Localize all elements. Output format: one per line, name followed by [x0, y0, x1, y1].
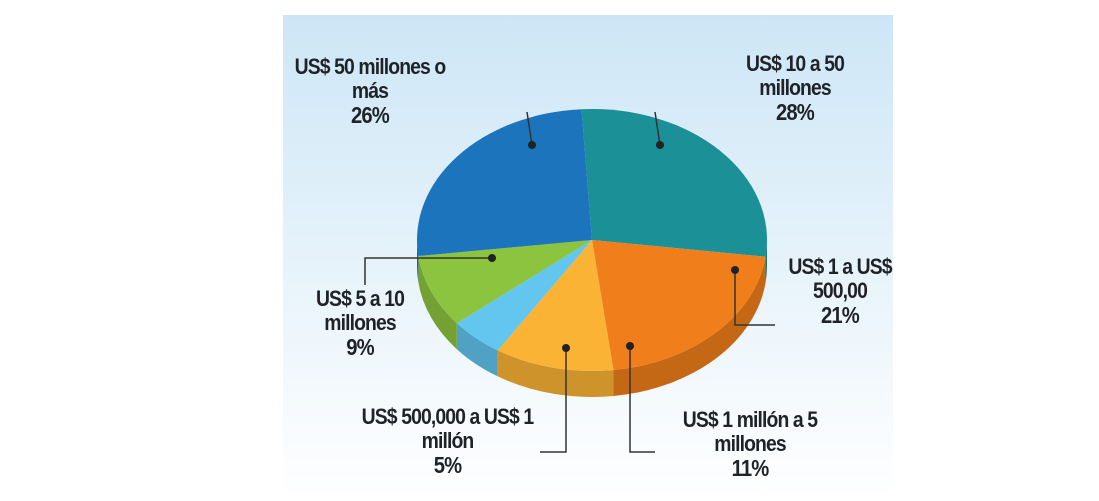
- slice-label: US$ 5 a 10 millones 9%: [290, 286, 431, 360]
- slice: [581, 109, 767, 257]
- slice: [592, 240, 766, 371]
- category-label: US$ 10 a 50 millones: [746, 51, 845, 100]
- leader-dot: [562, 344, 570, 352]
- slice-label: US$ 10 a 50 millones 28%: [711, 51, 878, 125]
- value-label: 11%: [731, 455, 770, 481]
- slice-side: [613, 256, 766, 397]
- slice: [456, 240, 592, 351]
- value-label: 21%: [821, 302, 860, 328]
- value-label: 5%: [433, 452, 462, 478]
- leader-dot: [488, 254, 496, 262]
- category-label: US$ 500,000 a US$ 1 millón: [361, 404, 535, 453]
- leader-line: [654, 111, 661, 146]
- category-label: US$ 1 a US$ 500,00: [788, 254, 892, 303]
- leader-line: [629, 346, 655, 453]
- slice-side: [497, 350, 614, 397]
- leader-line: [364, 257, 492, 285]
- slice-side: [418, 256, 457, 350]
- category-label: US$ 50 millones o más: [294, 54, 447, 103]
- leaders: [364, 111, 775, 453]
- category-label: US$ 5 a 10 millones: [315, 286, 405, 335]
- slice-label: US$ 50 millones o más 26%: [282, 54, 458, 128]
- slice-label: US$ 500,000 a US$ 1 millón 5%: [349, 404, 547, 478]
- slice-label: US$ 1 millón a 5 millones 11%: [662, 407, 838, 481]
- category-label: US$ 1 millón a 5 millones: [682, 407, 818, 456]
- slice-side: [765, 240, 767, 283]
- leader-dot: [626, 342, 634, 350]
- slice: [418, 240, 592, 324]
- leader-line: [526, 111, 533, 146]
- leader-line: [540, 348, 567, 453]
- value-label: 9%: [346, 334, 374, 360]
- value-label: 26%: [351, 102, 390, 128]
- slice-side: [417, 240, 419, 283]
- pie: [417, 109, 767, 397]
- slice-side: [456, 323, 498, 377]
- leader-line: [734, 270, 775, 326]
- leader-dot: [656, 141, 664, 149]
- slice-label: US$ 1 a US$ 500,00 21%: [778, 254, 901, 328]
- leader-dot: [528, 141, 536, 149]
- value-label: 28%: [776, 99, 815, 125]
- slice: [497, 240, 614, 372]
- leader-dot: [731, 266, 739, 274]
- slice: [417, 109, 592, 257]
